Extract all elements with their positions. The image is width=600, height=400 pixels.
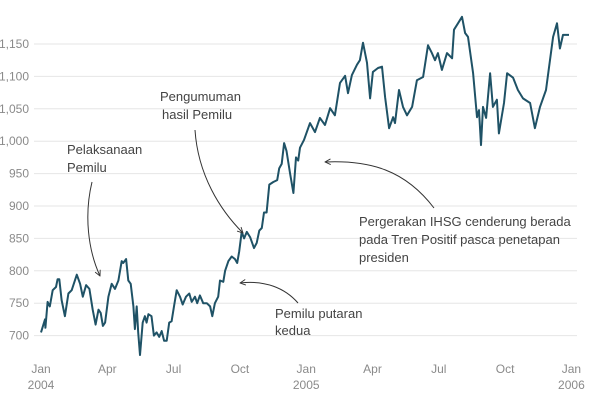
y-tick-label: 1,150	[0, 37, 29, 51]
x-tick-year-label: 2005	[293, 378, 320, 392]
annotation-pengumuman-hasil-pemilu: Pengumuman hasil Pemilu	[160, 89, 243, 233]
x-axis-ticks: Jan 2004 Apr Jul Oct Jan 2005 Apr Jul Oct Jan 2006	[28, 362, 585, 392]
x-tick-label: Jan	[562, 362, 581, 376]
annotation-text: Pelaksanaan	[67, 142, 142, 157]
annotation-arrow	[325, 162, 435, 209]
annotation-text: Pemilu putaran	[275, 306, 362, 321]
y-tick-label: 1,100	[0, 69, 29, 83]
y-axis-ticks: 700 750 800 850 900 950 1,000 1,050 1,100 1,150	[0, 37, 29, 343]
annotation-text: presiden	[359, 250, 409, 265]
x-tick-label: Apr	[363, 362, 382, 376]
annotation-arrow	[194, 129, 243, 233]
y-tick-label: 850	[9, 231, 29, 245]
x-tick-label: Jan	[31, 362, 50, 376]
annotation-arrow	[240, 282, 299, 304]
x-tick-label: Oct	[231, 362, 250, 376]
x-tick-label: Jul	[166, 362, 181, 376]
x-tick-year-label: 2004	[28, 378, 55, 392]
y-tick-label: 900	[9, 199, 29, 213]
x-tick-label: Apr	[98, 362, 117, 376]
annotation-text: kedua	[275, 323, 311, 338]
y-tick-label: 800	[9, 264, 29, 278]
y-tick-label: 1,050	[0, 102, 29, 116]
annotation-text: Pengumuman	[160, 89, 241, 104]
y-tick-label: 700	[9, 329, 29, 343]
x-tick-year-label: 2006	[558, 378, 585, 392]
y-tick-label: 1,000	[0, 134, 29, 148]
x-tick-label: Jan	[297, 362, 316, 376]
annotation-text: Pergerakan IHSG cenderung berada	[359, 214, 572, 229]
annotation-text: Pemilu	[67, 160, 107, 175]
annotation-text: pada Tren Positif pasca penetapan	[359, 232, 560, 247]
y-tick-label: 750	[9, 296, 29, 310]
annotation-pelaksanaan-pemilu: Pelaksanaan Pemilu	[67, 142, 142, 276]
annotation-pergerakan-ihsg: Pergerakan IHSG cenderung berada pada Tr…	[325, 162, 572, 265]
annotation-pemilu-putaran-kedua: Pemilu putaran kedua	[240, 282, 362, 338]
annotation-arrow	[87, 181, 100, 276]
annotation-text: hasil Pemilu	[162, 107, 232, 122]
x-tick-label: Oct	[496, 362, 515, 376]
series-line-ihsg	[40, 15, 569, 356]
x-tick-label: Jul	[431, 362, 446, 376]
y-tick-label: 950	[9, 167, 29, 181]
gridlines	[34, 43, 577, 337]
